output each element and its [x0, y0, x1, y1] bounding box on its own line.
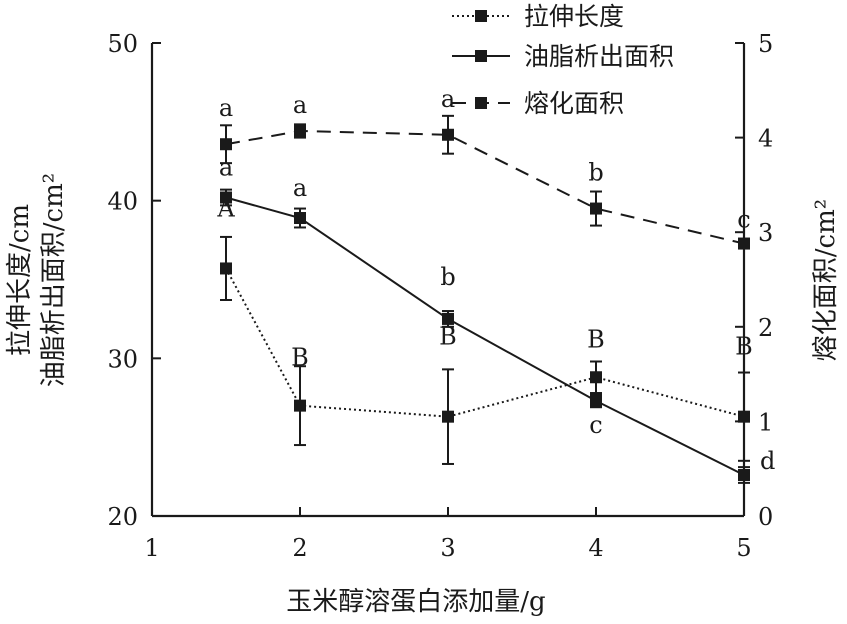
y-tick-label: 40	[107, 188, 138, 216]
legend-marker	[475, 97, 487, 109]
data-point	[442, 312, 454, 325]
legend-label: 油脂析出面积	[524, 42, 674, 71]
y2-tick-label: 2	[758, 314, 773, 342]
significance-label: d	[760, 447, 775, 475]
data-point	[220, 138, 232, 151]
legend-marker	[475, 10, 487, 22]
series-2: a a b c d	[219, 154, 775, 484]
significance-label: a	[293, 174, 307, 202]
y2-tick-label: 3	[758, 219, 773, 247]
series-1: ABB B B	[216, 194, 753, 465]
data-point	[738, 469, 750, 482]
legend-marker	[475, 50, 487, 62]
legend-label: 拉伸长度	[524, 2, 624, 31]
data-point	[590, 371, 602, 384]
y2-tick-label: 0	[758, 503, 773, 531]
x-axis-title: 玉米醇溶蛋白添加量/g	[286, 587, 545, 617]
significance-label: B	[735, 333, 753, 361]
data-point	[294, 212, 306, 225]
series-line	[225, 129, 745, 245]
data-point	[220, 191, 232, 204]
x-tick-label: 1	[144, 534, 159, 562]
significance-label: a	[219, 94, 233, 122]
significance-label: B	[291, 344, 309, 372]
significance-label: b	[440, 263, 455, 291]
y2-tick-label: 4	[758, 125, 773, 153]
series-3: a a a b c	[219, 85, 751, 250]
data-point	[220, 262, 232, 275]
series-line	[225, 196, 745, 476]
y-tick-label: 50	[107, 30, 138, 58]
x-tick-label: 2	[292, 534, 307, 562]
significance-label: a	[219, 154, 233, 182]
x-tick-label: 5	[736, 534, 751, 562]
series-line	[225, 267, 745, 418]
y-axis-title-line1: 拉伸长度/cm	[5, 204, 35, 356]
y-tick-label: 30	[107, 345, 138, 373]
significance-label: c	[737, 206, 750, 234]
significance-label: B	[439, 323, 457, 351]
legend-label: 熔化面积	[524, 89, 624, 118]
data-point	[738, 237, 750, 250]
x-tick-label: 3	[440, 534, 455, 562]
data-point	[294, 124, 306, 137]
y2-axis-title: 熔化面积/cm²	[811, 199, 841, 361]
significance-label: c	[589, 411, 602, 439]
y-axis-title-line2: 油脂析出面积/cm²	[39, 173, 69, 387]
data-point	[590, 202, 602, 215]
data-point	[442, 128, 454, 141]
x-tick-label: 4	[588, 534, 603, 562]
significance-label: b	[588, 159, 603, 187]
significance-label: B	[587, 325, 605, 353]
data-point	[442, 410, 454, 423]
y2-tick-label: 5	[758, 30, 773, 58]
y-tick-label: 20	[107, 503, 138, 531]
data-point	[738, 410, 750, 423]
data-point	[590, 394, 602, 407]
y2-tick-label: 1	[758, 408, 773, 436]
significance-label: a	[441, 85, 455, 113]
data-point	[294, 399, 306, 412]
significance-label: a	[293, 91, 307, 119]
axes: 1 2 3 4 5 20 30 40 50 0 1 2 3 4 5	[107, 30, 773, 562]
